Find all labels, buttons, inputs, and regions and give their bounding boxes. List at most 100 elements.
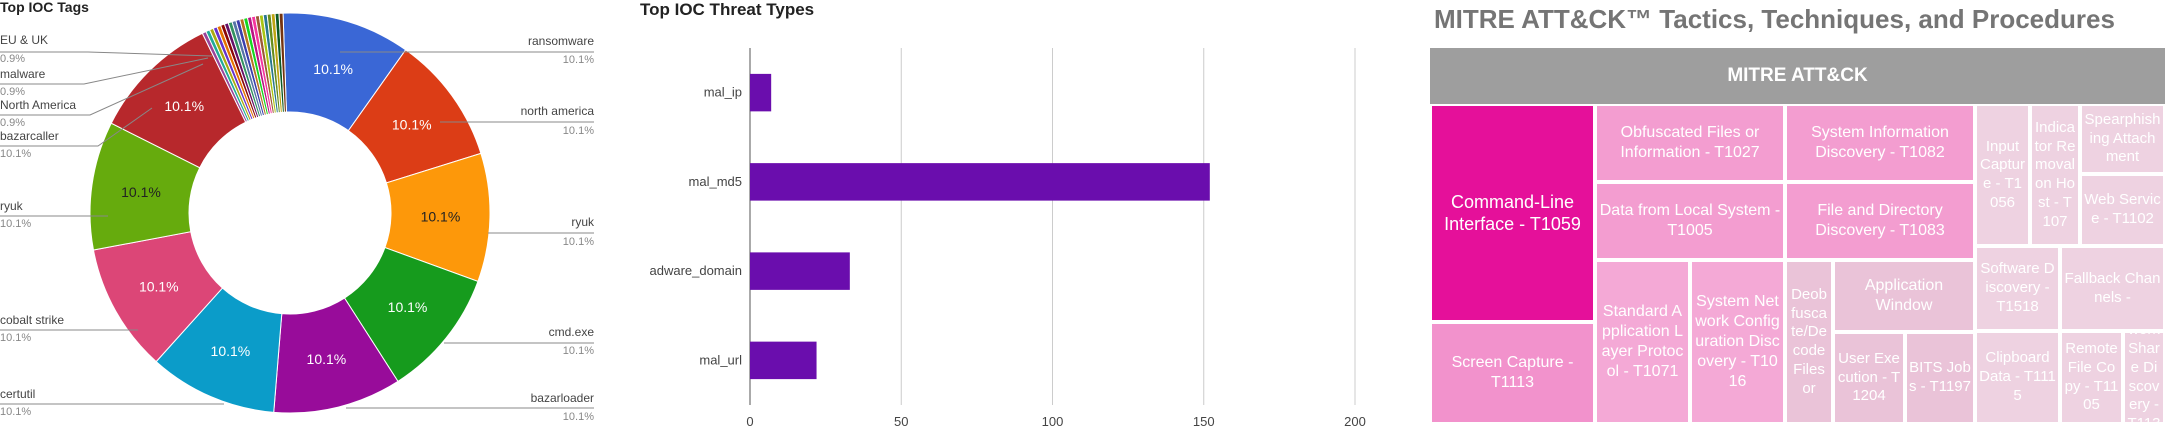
slice-value-label: 10.1% (164, 98, 204, 114)
ioc-tags-donut-chart: 10.1% 10.1% 10.1% 10.1% 10.1% 10.1% 10.1% 10.1%… (0, 12, 595, 423)
treemap-cell[interactable]: Remote File Copy - T1105 (2060, 331, 2123, 424)
treemap-cell[interactable]: Fallback Channels - (2060, 246, 2165, 331)
treemap-cell-label: Deobfuscate/Decode Files or (1791, 285, 1827, 397)
ioc-tags-title: Top IOC Tags (0, 0, 89, 15)
slice-value-label: 10.1% (388, 299, 428, 315)
treemap-cell[interactable]: Screen Capture - T1113 (1430, 322, 1595, 424)
pct-eu-uk: 0.9% (0, 53, 25, 65)
category-label: mal_md5 (689, 174, 742, 189)
treemap-cell-label: Network Share Discovery - T1135 (2127, 333, 2161, 424)
treemap-cell[interactable]: Application Window (1833, 260, 1975, 332)
treemap-cell[interactable]: Input Capture - T1056 (1975, 104, 2030, 246)
bar-mal_ip[interactable] (750, 73, 772, 112)
slice-value-label: 10.1% (392, 117, 432, 133)
pct-north-america-caps: 0.9% (0, 117, 25, 129)
treemap-cell[interactable]: Network Share Discovery - T1135 (2123, 331, 2165, 424)
label-bazarloader: bazarloader (531, 391, 594, 405)
pct-malware: 0.9% (0, 86, 25, 98)
treemap-cell[interactable]: Spearphishing Attachment (2080, 104, 2165, 174)
treemap-cell-label: Command-Line Interface - T1059 (1444, 191, 1581, 235)
slice-value-label: 10.1% (139, 279, 179, 295)
bar-mal_md5[interactable] (750, 163, 1210, 201)
slice-value-label: 10.1% (121, 184, 161, 200)
treemap-cell[interactable]: Clipboard Data - T1115 (1975, 331, 2060, 424)
treemap-cell[interactable]: Command-Line Interface - T1059 (1430, 104, 1595, 322)
bar-adware_domain[interactable] (750, 252, 850, 290)
treemap-cell[interactable]: Indicator Removal on Host - T107 (2030, 104, 2080, 246)
pct-bazarcaller: 10.1% (0, 148, 31, 160)
donut-small-slice[interactable] (278, 12, 287, 113)
treemap-cell-label: Screen Capture - T1113 (1451, 354, 1574, 391)
treemap-cell[interactable]: Deobfuscate/Decode Files or (1785, 260, 1833, 424)
treemap-cell-label: Remote File Copy - T1105 (2064, 340, 2119, 414)
leader-north-america-caps (0, 63, 204, 116)
pct-certutil: 10.1% (0, 406, 31, 418)
bar-mal_url[interactable] (750, 341, 817, 380)
category-label: mal_url (699, 352, 742, 367)
treemap-cell[interactable]: User Execution - T1204 (1833, 332, 1905, 424)
ioc-tags-panel: Top IOC Tags 10.1% 10.1% 10.1% 10.1% 10.1% 10… (0, 0, 600, 427)
pct-ryuk-right: 10.1% (563, 236, 594, 248)
label-eu-uk: EU & UK (0, 33, 48, 47)
treemap-cell-label: File and Directory Discovery - T1083 (1815, 202, 1945, 239)
treemap-cell[interactable]: File and Directory Discovery - T1083 (1785, 182, 1975, 260)
treemap-root-header[interactable]: MITRE ATT&CK (1430, 48, 2165, 104)
slice-value-label: 10.1% (421, 209, 461, 225)
treemap-cell-label: BITS Jobs - T1197 (1909, 359, 1971, 395)
mitre-title: MITRE ATT&CK™ Tactics, Techniques, and P… (1434, 4, 2115, 34)
treemap-cell[interactable]: Data from Local System - T1005 (1595, 182, 1785, 260)
label-north-america: north america (521, 104, 595, 118)
treemap-cell-label: Obfuscated Files or Information - T1027 (1620, 124, 1760, 161)
label-cobalt-strike: cobalt strike (0, 313, 64, 327)
label-cmd-exe: cmd.exe (549, 325, 595, 339)
leader-malware (0, 57, 209, 85)
x-tick-label: 100 (1042, 414, 1064, 427)
treemap-cell-label: Clipboard Data - T1115 (1979, 349, 2056, 404)
threat-types-title: Top IOC Threat Types (640, 0, 815, 19)
pct-bazarloader: 10.1% (563, 411, 594, 423)
leader-bazarcaller (0, 107, 153, 147)
label-ryuk-left: ryuk (0, 199, 24, 213)
treemap-cell-label: Input Capture - T1056 (1979, 137, 2026, 211)
category-label: adware_domain (649, 263, 742, 278)
label-certutil: certutil (0, 387, 35, 401)
label-malware: malware (0, 67, 46, 81)
treemap-cell[interactable]: Obfuscated Files or Information - T1027 (1595, 104, 1785, 182)
treemap-cell-label: Spearphishing Attachment (2084, 110, 2161, 166)
threat-types-bar-chart: mal_ip mal_md5 adware_domain mal_url 0 50 100… (649, 48, 1366, 427)
slice-value-label: 10.1% (211, 343, 251, 359)
treemap-cell[interactable]: System Network Configuration Discovery -… (1690, 260, 1785, 424)
x-tick-label: 200 (1344, 414, 1366, 427)
treemap-cell[interactable]: Web Service - T1102 (2080, 174, 2165, 246)
x-tick-label: 50 (894, 414, 908, 427)
x-tick-label: 0 (746, 414, 753, 427)
label-north-america-caps: North America (0, 98, 76, 112)
treemap-cells: Command-Line Interface - T1059 Screen Cap… (1430, 104, 2165, 424)
treemap-cell-label: System Information Discovery - T1082 (1811, 124, 1949, 161)
pct-ransomware: 10.1% (563, 54, 594, 66)
treemap-cell-label: Application Window (1864, 277, 1944, 314)
slice-value-label: 10.1% (313, 61, 353, 77)
category-label: mal_ip (704, 85, 742, 100)
pct-cmd-exe: 10.1% (563, 345, 594, 357)
treemap-cell[interactable]: Standard Application Layer Protocol - T1… (1595, 260, 1690, 424)
treemap-cell-label: Software Discovery - T1518 (1980, 260, 2055, 315)
label-ransomware: ransomware (528, 34, 594, 48)
treemap-cell-label: User Execution - T1204 (1837, 349, 1901, 405)
leader-eu-uk (0, 51, 213, 57)
treemap-cell[interactable]: Software Discovery - T1518 (1975, 246, 2060, 331)
pct-cobalt-strike: 10.1% (0, 332, 31, 344)
mitre-attack-panel: MITRE ATT&CK™ Tactics, Techniques, and P… (1430, 0, 2165, 427)
slice-value-label: 10.1% (307, 351, 347, 367)
treemap-cell-label: System Network Configuration Discovery -… (1695, 293, 1780, 390)
treemap-cell[interactable]: System Information Discovery - T1082 (1785, 104, 1975, 182)
treemap-cell-label: Indicator Removal on Host - T107 (2034, 118, 2076, 230)
x-tick-label: 150 (1193, 414, 1215, 427)
treemap-cell-label: Data from Local System - T1005 (1599, 202, 1781, 239)
treemap-cell-label: Web Service - T1102 (2084, 191, 2161, 227)
treemap-cell-label: Standard Application Layer Protocol - T1… (1601, 303, 1684, 380)
label-bazarcaller: bazarcaller (0, 129, 59, 143)
label-ryuk-right: ryuk (571, 215, 595, 229)
treemap-cell[interactable]: BITS Jobs - T1197 (1905, 332, 1975, 424)
